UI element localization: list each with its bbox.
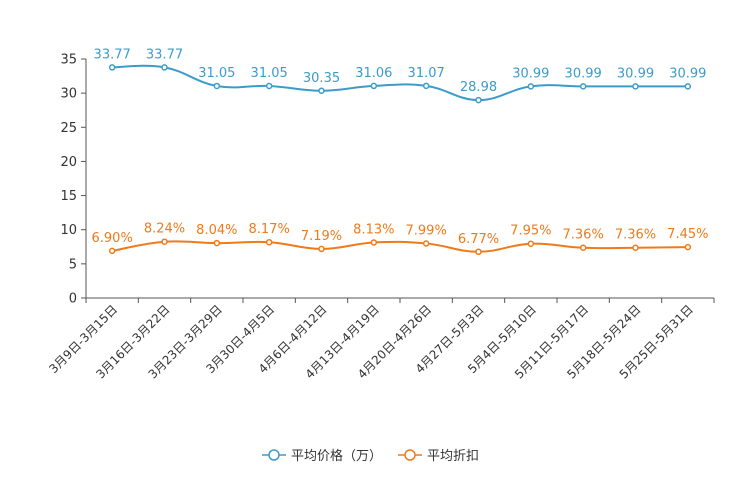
data-point[interactable] [108, 247, 116, 255]
data-label: 8.13% [353, 222, 394, 237]
legend-marker-icon [268, 449, 280, 461]
y-tick-label: 30 [60, 87, 77, 102]
data-point[interactable] [265, 238, 273, 246]
legend-label: 平均折扣 [427, 449, 479, 464]
data-point[interactable] [318, 245, 325, 253]
data-point[interactable] [684, 83, 692, 90]
data-label: 30.99 [617, 66, 654, 81]
data-label: 8.24% [144, 222, 185, 237]
data-point[interactable] [370, 239, 378, 246]
y-tick-label: 20 [60, 155, 77, 170]
series-2: 6.90% 8.24% 8.04% 8.17% 7.19% 8.13% 7.99% 6.77%… [92, 222, 708, 256]
data-label: 31.07 [408, 66, 445, 81]
series-1: 33.77 33.77 31.05 31.05 30.35 31.06 31.07 28.98… [94, 47, 706, 104]
data-point[interactable] [422, 82, 430, 90]
data-label: 33.77 [94, 47, 131, 62]
series-layer: 33.77 33.77 31.05 31.05 30.35 31.06 31.07 28.98… [92, 47, 708, 256]
data-point[interactable] [632, 244, 639, 251]
data-label: 30.99 [669, 66, 706, 81]
data-label: 31.05 [251, 66, 288, 81]
series-line [112, 64, 688, 102]
data-label: 6.77% [458, 232, 499, 247]
data-point[interactable] [579, 244, 587, 251]
data-label: 6.90% [92, 231, 133, 246]
legend[interactable]: 平均价格（万） 平均折扣 [262, 448, 479, 464]
series-line [111, 240, 688, 253]
data-label: 7.19% [301, 229, 342, 244]
data-label: 7.36% [615, 228, 656, 243]
legend-item-2[interactable]: 平均折扣 [398, 449, 479, 464]
y-tick-label: 15 [60, 189, 77, 204]
data-label: 30.35 [303, 71, 340, 86]
y-tick-label: 5 [69, 257, 77, 272]
data-label: 8.04% [196, 223, 237, 238]
data-label: 30.99 [512, 66, 549, 81]
data-point[interactable] [684, 243, 692, 251]
data-point[interactable] [527, 83, 535, 90]
data-label: 31.06 [355, 66, 392, 81]
data-point[interactable] [475, 248, 482, 256]
legend-label: 平均价格（万） [291, 448, 382, 464]
data-label: 31.05 [198, 66, 235, 81]
data-point[interactable] [370, 82, 378, 90]
data-point[interactable] [108, 64, 116, 71]
y-tick-label: 10 [60, 223, 77, 238]
data-label: 30.99 [565, 66, 602, 81]
data-point[interactable] [213, 239, 221, 247]
data-point[interactable] [318, 87, 325, 95]
data-point[interactable] [632, 83, 639, 90]
data-label: 8.17% [249, 222, 290, 237]
data-point[interactable] [161, 64, 168, 71]
y-tick-label: 35 [60, 53, 77, 68]
y-tick-label: 25 [60, 121, 77, 136]
data-label: 28.98 [460, 80, 497, 95]
data-point[interactable] [161, 238, 168, 245]
data-point[interactable] [579, 83, 587, 90]
legend-item-1[interactable]: 平均价格（万） [262, 448, 382, 464]
y-tick-label: 0 [69, 292, 77, 307]
data-label: 7.95% [510, 224, 551, 239]
data-point[interactable] [265, 82, 273, 90]
data-point[interactable] [527, 240, 535, 247]
data-label: 33.77 [146, 47, 183, 62]
legend-marker-icon [404, 449, 416, 461]
data-label: 7.36% [563, 228, 604, 243]
data-point[interactable] [213, 82, 221, 90]
axes: 051015202530353月9日-3月15日3月16日-3月22日3月23日… [46, 53, 715, 382]
data-point[interactable] [422, 240, 430, 247]
data-label: 7.99% [406, 223, 447, 238]
data-point[interactable] [475, 96, 482, 104]
data-label: 7.45% [667, 227, 708, 242]
